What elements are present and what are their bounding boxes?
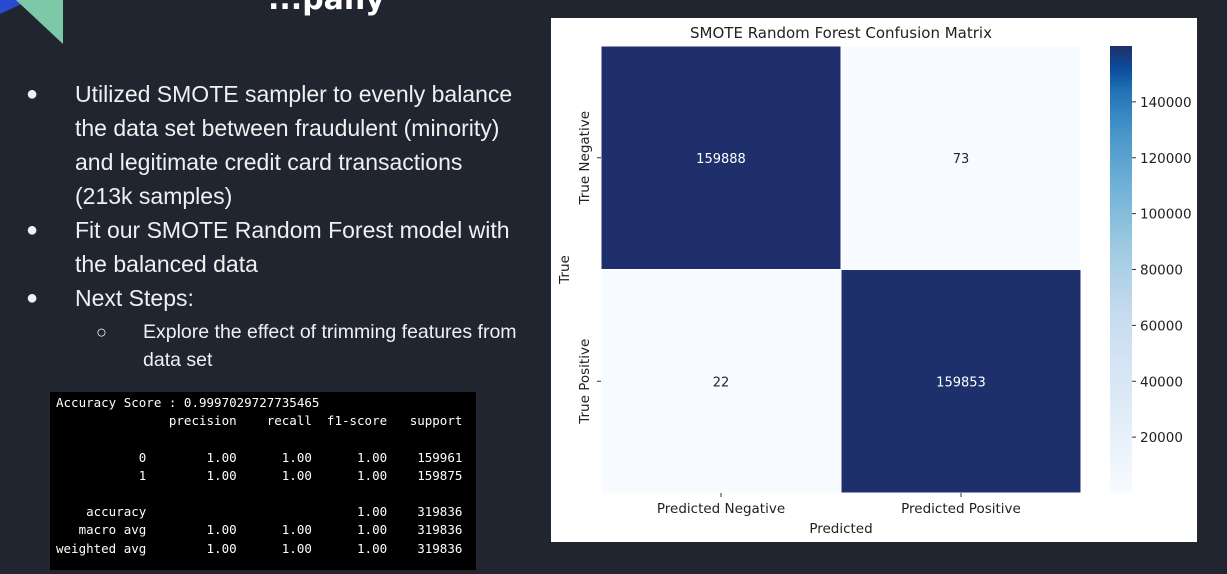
cell-value-label: 22 [713, 375, 730, 390]
y-tick-label: True Negative [577, 111, 593, 206]
sub-bullet-item: ○ Explore the effect of trimming feature… [26, 318, 526, 374]
slide-title: ...pany [268, 0, 385, 17]
colorbar-tick-label: 20000 [1140, 430, 1183, 446]
heatmap-cell [600, 269, 842, 494]
heatmap-cell [600, 45, 842, 270]
cell-value-label: 159853 [936, 375, 986, 390]
sub-bullet-glyph: ○ [96, 322, 107, 342]
colorbar-tick-label: 60000 [1140, 318, 1183, 334]
x-axis-label: Predicted [809, 521, 872, 537]
bullet-text: Fit our SMOTE Random Forest model with t… [75, 217, 510, 277]
x-tick-label: Predicted Negative [657, 501, 785, 517]
bullet-text: Utilized SMOTE sampler to evenly balance… [75, 81, 513, 209]
y-axis-label: True [557, 255, 573, 285]
confusion-matrix-chart: SMOTE Random Forest Confusion Matrix 1598… [551, 18, 1197, 542]
cell-value-label: 73 [953, 152, 970, 167]
heatmap-cell [840, 45, 1082, 270]
colorbar-tick-label: 140000 [1140, 95, 1192, 111]
heatmap-cell [840, 269, 1082, 494]
sub-bullet-text: Explore the effect of trimming features … [143, 321, 517, 371]
bullet-glyph: ● [26, 83, 39, 105]
x-tick-label: Predicted Positive [901, 501, 1021, 517]
classification-report: Accuracy Score : 0.9997029727735465 prec… [50, 392, 476, 570]
bullet-glyph: ● [26, 219, 39, 241]
bullet-list: ● Utilized SMOTE sampler to evenly balan… [26, 77, 526, 374]
bullet-glyph: ● [26, 287, 39, 309]
colorbar-tick-label: 80000 [1140, 263, 1183, 279]
bullet-item: ● Utilized SMOTE sampler to evenly balan… [26, 77, 526, 213]
corner-decoration [0, 0, 63, 44]
bullet-item: ● Next Steps: [26, 281, 526, 315]
y-tick-label: True Positive [577, 339, 593, 425]
bullet-text: Next Steps: [75, 285, 194, 311]
colorbar-tick-label: 100000 [1140, 207, 1192, 223]
colorbar-tick-label: 40000 [1140, 374, 1183, 390]
colorbar-tick-label: 120000 [1140, 151, 1192, 167]
classification-report-text: Accuracy Score : 0.9997029727735465 prec… [56, 395, 463, 556]
colorbar [1110, 46, 1132, 493]
bullet-item: ● Fit our SMOTE Random Forest model with… [26, 213, 526, 281]
cell-value-label: 159888 [696, 152, 746, 167]
confusion-matrix-svg: SMOTE Random Forest Confusion Matrix 1598… [557, 24, 1192, 537]
chart-title: SMOTE Random Forest Confusion Matrix [690, 24, 992, 42]
